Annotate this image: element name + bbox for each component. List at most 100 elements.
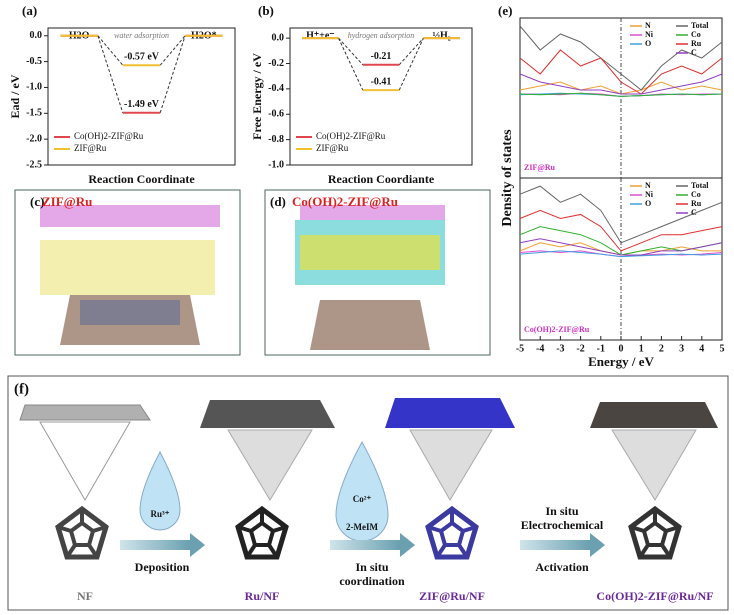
structure-image [295,205,445,350]
connector [338,37,364,91]
connector [97,35,124,66]
y-tick-label: -0.4 [268,83,284,94]
category-label: ½H₂ [433,30,451,41]
legend-label: O [645,199,651,208]
legend-label: Co(OH)2-ZIF@Ru [74,131,144,141]
connector [159,35,186,113]
category-label: H⁺+e⁻ [306,30,334,41]
value-label: -0.41 [371,76,392,87]
foam [385,398,515,428]
y-tick-label: -2.5 [26,159,42,170]
arrow [520,540,590,550]
arrow-label: In situ [545,504,578,518]
legend-label: Co(OH)2-ZIF@Ru [316,131,386,141]
arrow [120,540,190,550]
dos-line [519,25,723,91]
connector [398,37,424,91]
y-axis-label: Ead / eV [8,74,22,118]
foam [590,402,718,428]
panel-title: Co(OH)2-ZIF@Ru [292,194,398,209]
connector [159,35,186,66]
y-tick-label: -1.0 [26,82,42,93]
value-label: -0.57 eV [124,52,160,63]
step-label: Co(OH)2-ZIF@Ru/NF [596,589,713,603]
arrow-label: Electrochemical [521,518,604,532]
foam [19,404,151,421]
annotation: water adsorption [114,31,169,40]
x-tick-label: -2 [576,343,584,354]
connector [97,35,124,113]
droplet-label: Ru³⁺ [151,509,170,519]
panel-title: ZIF@Ru [42,194,92,209]
legend-label: ZIF@Ru [316,143,349,153]
zoom-cone [39,421,131,502]
legend-label: C [691,48,697,57]
panel-label: (c) [30,194,44,209]
connector [338,37,364,66]
x-tick-label: 2 [659,343,664,354]
arrow-label: coordination [339,574,405,588]
y-tick-label: -0.8 [268,134,284,145]
arrow-label: In situ [355,560,388,574]
plot-frame [47,27,236,166]
legend-label: N [645,181,651,190]
arrow [330,540,400,550]
droplet [139,450,181,531]
y-axis-label: Free Energy / eV [250,53,264,140]
zoom-cone [227,429,313,501]
dos-line [519,185,723,244]
droplet-label: 2-MeIM [346,522,378,532]
arrow-label: Activation [535,560,589,574]
y-tick-label: -0.6 [268,109,284,120]
panel-label: (d) [270,194,286,209]
legend-label: Ni [645,30,654,39]
x-axis-label: Energy / eV [588,354,654,369]
panel-label: (e) [498,3,512,18]
panel-label: (a) [22,3,37,18]
dos-line [519,73,723,95]
x-axis-label: Reaction Coordinate [88,172,195,186]
y-axis-label: Density of states [500,129,515,227]
y-tick-label: 0.0 [30,30,43,41]
dos-line [519,250,723,258]
panel-d: (d) Co(OH)2-ZIF@Ru [264,189,491,356]
arrow-head [590,533,605,557]
x-tick-label: 4 [699,343,704,354]
panel-label: (b) [258,3,274,18]
y-tick-label: -1.5 [26,108,42,119]
panel-f: (f) [7,375,729,611]
connector [398,37,424,66]
x-tick-label: 0 [619,343,624,354]
legend-label: Total [691,21,709,30]
x-tick-label: 5 [720,343,725,354]
arrow-head [190,533,205,557]
value-label: -1.49 eV [124,99,160,110]
legend-label: ZIF@Ru [74,143,107,153]
subplot-title: ZIF@Ru [524,163,556,172]
dos-line [519,92,723,97]
y-tick-label: -1.0 [268,159,284,170]
x-tick-label: -1 [597,343,605,354]
y-tick-label: -0.5 [26,56,42,67]
legend-label: Ru [691,39,702,48]
zoom-cone [611,429,697,501]
legend-label: Co [691,190,701,199]
structure-image [40,205,220,345]
arrow-label: Deposition [135,560,190,574]
x-tick-label: 1 [639,343,644,354]
step-label: ZIF@Ru/NF [419,589,485,603]
annotation: hydrogen adsorption [348,31,415,40]
value-label: -0.21 [371,51,392,62]
legend-label: N [645,21,651,30]
legend-label: O [645,39,651,48]
legend-label: Ni [645,190,654,199]
y-tick-label: -0.2 [268,58,284,69]
foam [200,400,335,428]
dos-line [519,209,723,252]
legend-label: Ru [691,199,702,208]
arrow-head [400,533,415,557]
plot-frame [289,27,473,166]
x-axis-label: Reaction Coordiante [328,172,435,186]
x-tick-label: -3 [556,343,564,354]
